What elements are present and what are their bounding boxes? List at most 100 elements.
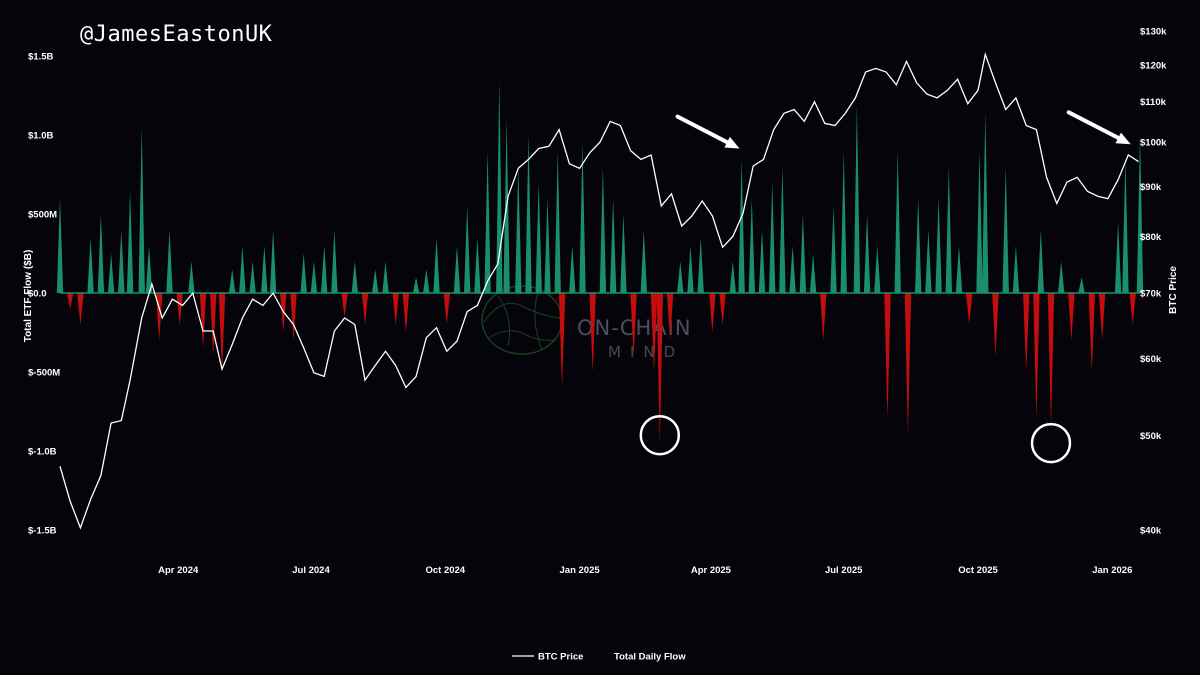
flow-bar xyxy=(738,158,745,293)
annotation-arrow xyxy=(675,114,740,149)
flow-bar xyxy=(107,253,115,293)
flow-bar xyxy=(945,166,952,293)
flow-bar xyxy=(840,150,847,293)
flow-bar xyxy=(341,293,348,317)
flow-bar xyxy=(1058,261,1065,293)
right-tick-label: $130k xyxy=(1140,27,1167,38)
flow-bar xyxy=(310,261,318,293)
annotation-circle xyxy=(639,414,681,456)
flow-bar xyxy=(433,237,440,293)
flow-bar xyxy=(809,253,817,293)
flow-bar xyxy=(894,150,901,293)
flow-bar xyxy=(982,111,989,293)
flow-bar xyxy=(609,198,617,293)
flow-bar xyxy=(210,293,217,357)
flow-bar xyxy=(412,277,420,293)
annotation-circle xyxy=(1030,422,1072,464)
flow-bar xyxy=(188,261,195,293)
legend: BTC Price Total Daily Flow xyxy=(512,652,686,663)
left-tick-label: $-1.5B xyxy=(28,526,57,537)
flow-bar xyxy=(290,293,297,341)
annotation-arrow xyxy=(1066,110,1131,145)
brand-name-line2: MIND xyxy=(608,343,684,361)
left-tick-label: $500M xyxy=(28,210,57,221)
flow-bar xyxy=(666,293,674,341)
flow-bar xyxy=(525,135,532,293)
flow-bar xyxy=(677,261,684,293)
flow-bar xyxy=(925,229,932,293)
flow-bar xyxy=(1012,245,1020,293)
btc-price-line xyxy=(59,51,1139,530)
flow-bar xyxy=(77,293,84,325)
right-tick-label: $40k xyxy=(1140,526,1162,537)
annotations xyxy=(639,110,1131,464)
flow-bar xyxy=(656,293,663,444)
flow-bar xyxy=(1078,277,1085,293)
flow-bar xyxy=(1088,293,1095,372)
x-tick-label: Jan 2025 xyxy=(560,565,601,576)
flow-bar xyxy=(820,293,827,341)
flow-bar xyxy=(769,182,776,293)
right-axis-title: BTC Price xyxy=(1168,266,1179,314)
flow-bar xyxy=(554,150,561,293)
flow-bar xyxy=(1002,166,1009,293)
left-tick-label: $-1.0B xyxy=(28,447,57,458)
flow-bar xyxy=(697,237,704,293)
flow-bar xyxy=(579,142,586,293)
flow-bar xyxy=(1068,293,1075,341)
flow-bar xyxy=(138,127,145,293)
flow-bar xyxy=(976,150,983,293)
flow-bar xyxy=(789,245,796,293)
flow-bar xyxy=(1129,293,1136,325)
flow-bar xyxy=(261,245,268,293)
flow-bar xyxy=(915,198,922,293)
flow-bar xyxy=(863,214,871,293)
flow-bar xyxy=(830,206,837,293)
flow-bar xyxy=(218,293,226,372)
flow-bar xyxy=(799,214,807,293)
x-tick-label: Jan 2026 xyxy=(1092,565,1132,576)
flow-bar xyxy=(1033,293,1040,420)
flow-bar xyxy=(569,245,576,293)
x-tick-label: Apr 2024 xyxy=(158,565,199,576)
flow-bar xyxy=(544,198,551,293)
flow-bar xyxy=(1047,293,1055,428)
flow-bar xyxy=(300,253,307,293)
flow-bar xyxy=(331,229,338,293)
x-axis-ticks: Apr 2024 Jul 2024 Oct 2024 Jan 2025 Apr 2025… xyxy=(158,565,1132,576)
flow-bar xyxy=(640,229,647,293)
flow-bar xyxy=(687,245,694,293)
flow-bar xyxy=(620,214,627,293)
left-tick-label: $1.5B xyxy=(28,52,53,63)
flow-bar xyxy=(884,293,891,420)
flow-bar xyxy=(992,293,999,357)
left-tick-label: $-500M xyxy=(28,368,60,379)
legend-label-btc-price: BTC Price xyxy=(538,652,583,663)
flow-bar xyxy=(1037,229,1044,293)
left-tick-label: $0.0 xyxy=(28,289,47,300)
flow-bar xyxy=(966,293,973,325)
flow-bar xyxy=(515,166,522,293)
right-tick-label: $110k xyxy=(1140,97,1167,108)
right-tick-label: $90k xyxy=(1140,182,1162,193)
flow-bar xyxy=(729,261,736,293)
flow-bar xyxy=(280,293,287,333)
flow-bar xyxy=(361,293,369,325)
flow-bar xyxy=(599,166,607,293)
flow-bar xyxy=(1122,158,1129,293)
flow-bar xyxy=(118,229,125,293)
flow-bar xyxy=(382,261,389,293)
flow-bar xyxy=(87,237,94,293)
flow-bar xyxy=(464,206,471,293)
left-axis-ticks: $1.5B $1.0B $500M $0.0 $-500M $-1.0B $-1.5B xyxy=(28,52,60,537)
flow-bar xyxy=(126,190,134,293)
brain-logo-icon xyxy=(481,285,563,355)
right-tick-label: $50k xyxy=(1140,431,1162,442)
right-tick-label: $70k xyxy=(1140,289,1162,300)
flow-bar xyxy=(709,293,716,333)
x-tick-label: Oct 2024 xyxy=(425,565,465,576)
flow-bar xyxy=(535,182,542,293)
left-axis-title: Total ETF Flow ($B) xyxy=(23,250,34,343)
flow-bar xyxy=(145,245,153,293)
